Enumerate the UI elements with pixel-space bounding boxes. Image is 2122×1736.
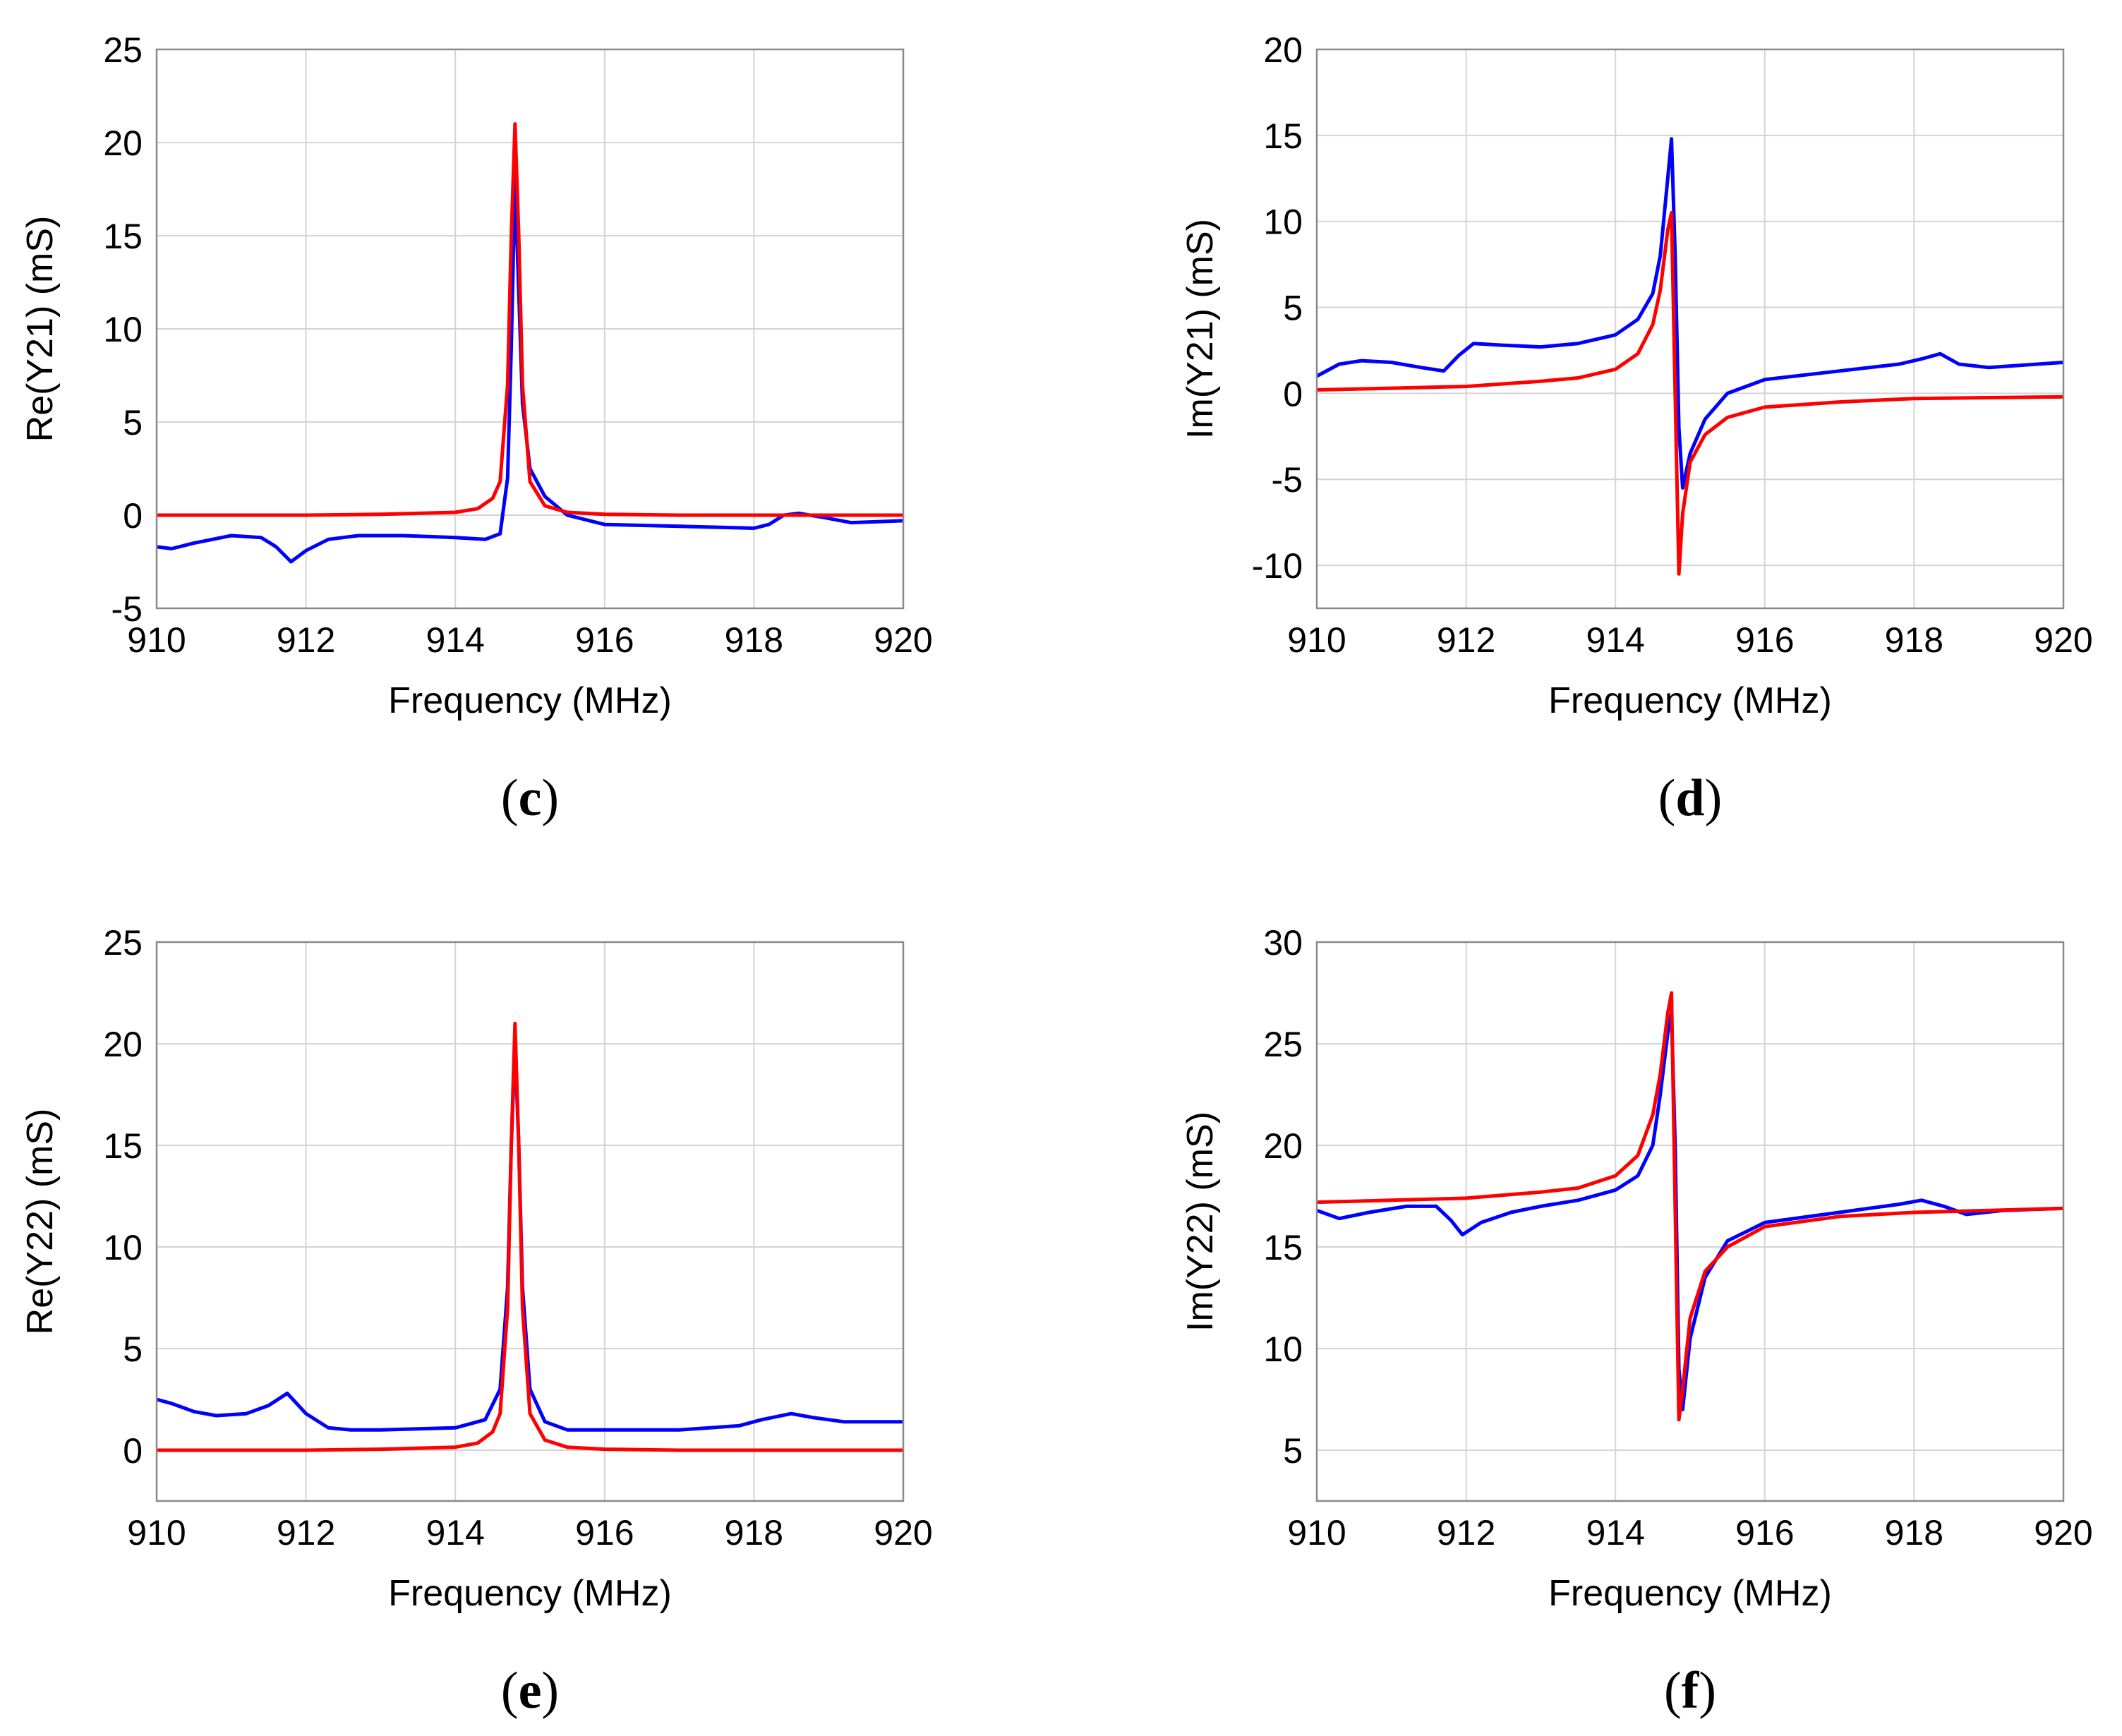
plot-frame	[155, 48, 905, 610]
y-tick-label: 0	[1283, 374, 1303, 414]
x-tick-label: 920	[2034, 620, 2092, 660]
x-axis-title: Frequency (MHz)	[388, 680, 672, 721]
y-tick-label: 25	[103, 923, 143, 963]
y-tick-label: 5	[123, 403, 143, 442]
y-tick-label: 20	[103, 1025, 143, 1064]
y-tick-label: -10	[1252, 546, 1303, 586]
x-tick-label: 920	[874, 1513, 932, 1553]
y-tick-label: 15	[1263, 1228, 1303, 1267]
x-tick-label: 916	[575, 620, 634, 660]
y-tick-label: 5	[1283, 1431, 1303, 1471]
y-tick-label: 0	[123, 496, 143, 536]
y-tick-label: -5	[1272, 460, 1303, 500]
series-line-measured	[1317, 1011, 2063, 1411]
y-tick-label: 20	[1263, 30, 1303, 70]
series-line-model	[157, 122, 903, 517]
x-axis-title: Frequency (MHz)	[1548, 1573, 1832, 1614]
y-tick-label: 10	[1263, 1330, 1303, 1369]
x-tick-label: 918	[725, 1513, 783, 1553]
y-axis-title: Re(Y22) (mS)	[20, 1109, 61, 1335]
x-tick-label: 912	[1437, 620, 1495, 660]
x-tick-label: 918	[725, 620, 783, 660]
series-line-measured	[157, 1042, 903, 1432]
y-tick-label: 10	[103, 1228, 143, 1267]
x-tick-label: 918	[1885, 1513, 1943, 1553]
x-tick-label: 920	[874, 620, 932, 660]
y-tick-label: 30	[1263, 923, 1303, 963]
panel-caption-letter: e	[519, 1662, 542, 1720]
panel-caption: (e)	[501, 1662, 559, 1720]
x-tick-label: 920	[2034, 1513, 2092, 1553]
y-axis-title: Im(Y21) (mS)	[1180, 219, 1221, 439]
x-tick-label: 918	[1885, 620, 1943, 660]
chart-panel-c: 910 912 914 916 918 920 -5 0 5 10 15 20 25 Frequency …	[20, 30, 933, 827]
chart-panel-f: 910 912 914 916 918 920 5 10 15 20 25 30 Frequency (…	[1180, 923, 2093, 1720]
x-axis-title: Frequency (MHz)	[388, 1573, 672, 1614]
x-tick-label: 912	[277, 620, 335, 660]
y-tick-label: 15	[103, 1126, 143, 1166]
y-tick-label: 5	[1283, 289, 1303, 328]
y-tick-label: 15	[1263, 116, 1303, 156]
chart-panel-e: 910 912 914 916 918 920 0 5 10 15 20 25 Frequency (M…	[20, 923, 933, 1720]
plot-frame	[1315, 48, 2065, 610]
x-tick-label: 910	[127, 1513, 186, 1553]
x-tick-label: 916	[575, 1513, 634, 1553]
y-tick-label: 5	[123, 1330, 143, 1369]
x-tick-label: 914	[1586, 620, 1644, 660]
plot-frame	[155, 941, 905, 1502]
x-tick-label: 916	[1735, 1513, 1794, 1553]
panel-caption: (c)	[501, 769, 559, 827]
y-tick-label: 15	[103, 217, 143, 256]
chart-panel-d: 910 912 914 916 918 920 -10 -5 0 5 10 15 20 Frequency…	[1180, 30, 2093, 827]
x-tick-label: 914	[1586, 1513, 1644, 1553]
series-line-measured	[1317, 137, 2063, 490]
y-tick-label: 20	[1263, 1126, 1303, 1166]
series-line-model	[1317, 991, 2063, 1422]
y-tick-label: 10	[103, 310, 143, 349]
y-tick-label: 25	[103, 30, 143, 70]
panel-caption-letter: d	[1675, 769, 1704, 827]
panel-caption: (f)	[1664, 1662, 1716, 1720]
y-axis-title: Re(Y21) (mS)	[20, 216, 61, 442]
x-tick-label: 910	[1287, 1513, 1346, 1553]
series-line-model	[157, 1021, 903, 1452]
y-axis-title: Im(Y22) (mS)	[1180, 1111, 1221, 1332]
x-axis-title: Frequency (MHz)	[1548, 680, 1832, 721]
series-line-model	[1317, 211, 2063, 576]
x-tick-label: 910	[1287, 620, 1346, 660]
y-tick-label: 10	[1263, 203, 1303, 242]
plot-frame	[1315, 941, 2065, 1502]
x-tick-label: 916	[1735, 620, 1794, 660]
x-tick-label: 914	[426, 620, 484, 660]
x-tick-label: 912	[277, 1513, 335, 1553]
x-tick-label: 912	[1437, 1513, 1495, 1553]
y-tick-label: 25	[1263, 1025, 1303, 1064]
panel-caption-letter: c	[519, 769, 542, 827]
y-tick-label: 20	[103, 123, 143, 163]
x-tick-label: 910	[127, 620, 186, 660]
series-line-measured	[157, 178, 903, 564]
panel-caption: (d)	[1658, 769, 1722, 827]
y-tick-label: 0	[123, 1431, 143, 1471]
y-tick-label: -5	[111, 589, 143, 629]
x-tick-label: 914	[426, 1513, 484, 1553]
panel-caption-letter: f	[1682, 1662, 1700, 1720]
